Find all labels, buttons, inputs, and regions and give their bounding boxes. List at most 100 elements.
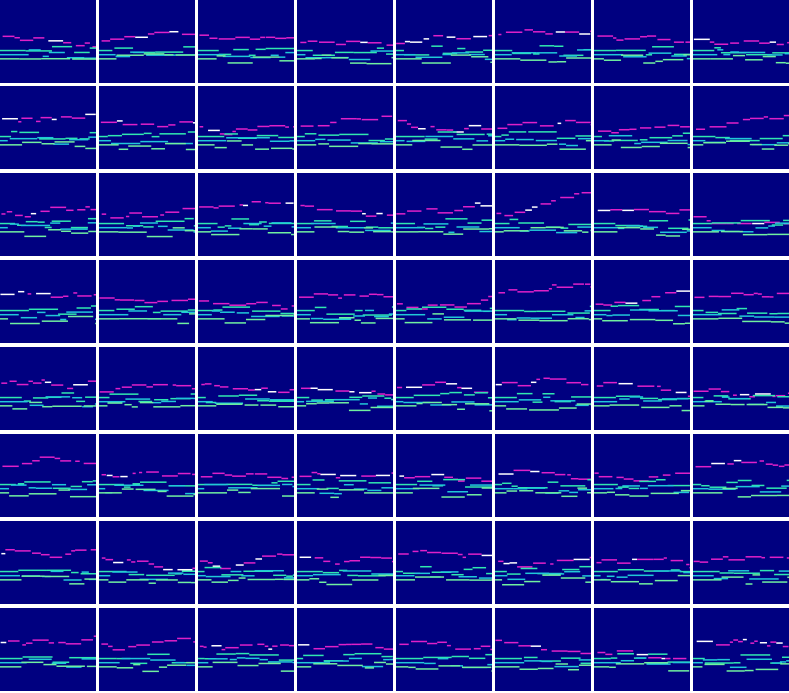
accompaniment-note [227, 62, 253, 64]
accompaniment-note [506, 490, 518, 492]
tile-background [0, 521, 96, 604]
melody-note [439, 304, 455, 306]
melody-note [361, 118, 379, 121]
accompaniment-note [559, 148, 586, 150]
accompaniment-note [177, 581, 192, 584]
accompaniment-note [204, 566, 222, 569]
melody-note [19, 39, 34, 42]
accompaniment-note [396, 487, 420, 490]
melody-note [30, 212, 37, 215]
accompaniment-note [774, 316, 789, 318]
piano-roll-tile [396, 434, 492, 517]
melody-note [317, 124, 330, 127]
melody-note [260, 36, 266, 39]
melody-note [225, 646, 239, 649]
accompaniment-note [549, 573, 565, 575]
accompaniment-note [614, 139, 638, 142]
melody-note [154, 31, 170, 34]
melody-note [709, 41, 715, 43]
accompaniment-note [467, 222, 482, 224]
melody-note [498, 560, 504, 563]
accompaniment-note [752, 394, 776, 397]
accompaniment-note [507, 318, 517, 321]
accompaniment-note [349, 231, 365, 233]
accompaniment-note [228, 487, 258, 489]
accompaniment-note [704, 663, 725, 666]
accompaniment-note [519, 668, 538, 671]
accompaniment-note [575, 404, 589, 407]
accompaniment-note [636, 657, 647, 659]
accompaniment-note [214, 146, 227, 149]
accompaniment-note [157, 490, 167, 493]
melody-note [498, 292, 506, 294]
melody-note [105, 558, 114, 561]
accompaniment-note [99, 574, 111, 577]
accompaniment-note [297, 666, 312, 668]
accompaniment-note [416, 402, 423, 405]
piano-roll-tile [297, 86, 393, 169]
accompaniment-note [71, 232, 89, 234]
melody-note [498, 33, 502, 36]
accompaniment-note [282, 483, 293, 486]
accompaniment-note [766, 487, 787, 489]
melody-note [265, 201, 269, 204]
accompaniment-note [216, 403, 243, 405]
melody-note [423, 38, 430, 40]
accompaniment-note [217, 226, 225, 228]
melody-note [7, 640, 20, 642]
melody-note [335, 477, 341, 479]
melody-note [514, 211, 526, 214]
accompaniment-note [150, 659, 176, 661]
accompaniment-note [747, 312, 768, 314]
accompaniment-note [22, 141, 42, 144]
accompaniment-note [771, 224, 784, 226]
melody-note [708, 388, 721, 390]
accompaniment-note [481, 219, 492, 221]
accompaniment-note [227, 579, 239, 582]
accompaniment-note [415, 668, 439, 670]
tile-background [0, 0, 96, 83]
melody-note [177, 568, 193, 571]
melody-note [212, 565, 221, 567]
melody-note [128, 645, 137, 648]
accompaniment-note [357, 575, 386, 577]
melody-note [328, 294, 339, 296]
melody-note [463, 205, 475, 208]
accompaniment-note [495, 318, 517, 320]
accompaniment-note [384, 397, 392, 399]
melody-note [385, 394, 393, 396]
accompaniment-note [490, 579, 492, 581]
accompaniment-note [198, 396, 206, 399]
melody-note [32, 639, 49, 641]
accompaniment-note [483, 49, 492, 52]
piano-roll-tile [594, 173, 690, 256]
melody-note [49, 556, 63, 559]
tile-background [594, 173, 690, 256]
accompaniment-note [205, 575, 231, 578]
accompaniment-note [423, 223, 449, 225]
accompaniment-note [152, 401, 162, 404]
accompaniment-note [92, 480, 96, 482]
accompaniment-note [585, 581, 591, 583]
melody-note [776, 292, 789, 295]
accompaniment-note [464, 403, 490, 405]
melody-note [550, 563, 554, 565]
accompaniment-note [432, 313, 444, 315]
accompaniment-note [518, 222, 545, 224]
accompaniment-note [143, 132, 152, 135]
accompaniment-note [495, 487, 514, 490]
melody-note [661, 657, 666, 660]
accompaniment-note [693, 487, 709, 490]
accompaniment-note [740, 654, 771, 656]
melody-note [745, 556, 762, 558]
accompaniment-note [51, 220, 71, 222]
melody-note [787, 41, 789, 44]
accompaniment-note [730, 51, 739, 53]
accompaniment-note [198, 53, 223, 56]
melody-note [119, 299, 135, 301]
melody-note [539, 125, 554, 127]
melody-note [0, 293, 15, 296]
melody-note [171, 299, 188, 302]
accompaniment-note [259, 658, 268, 661]
melody-note [44, 381, 52, 384]
